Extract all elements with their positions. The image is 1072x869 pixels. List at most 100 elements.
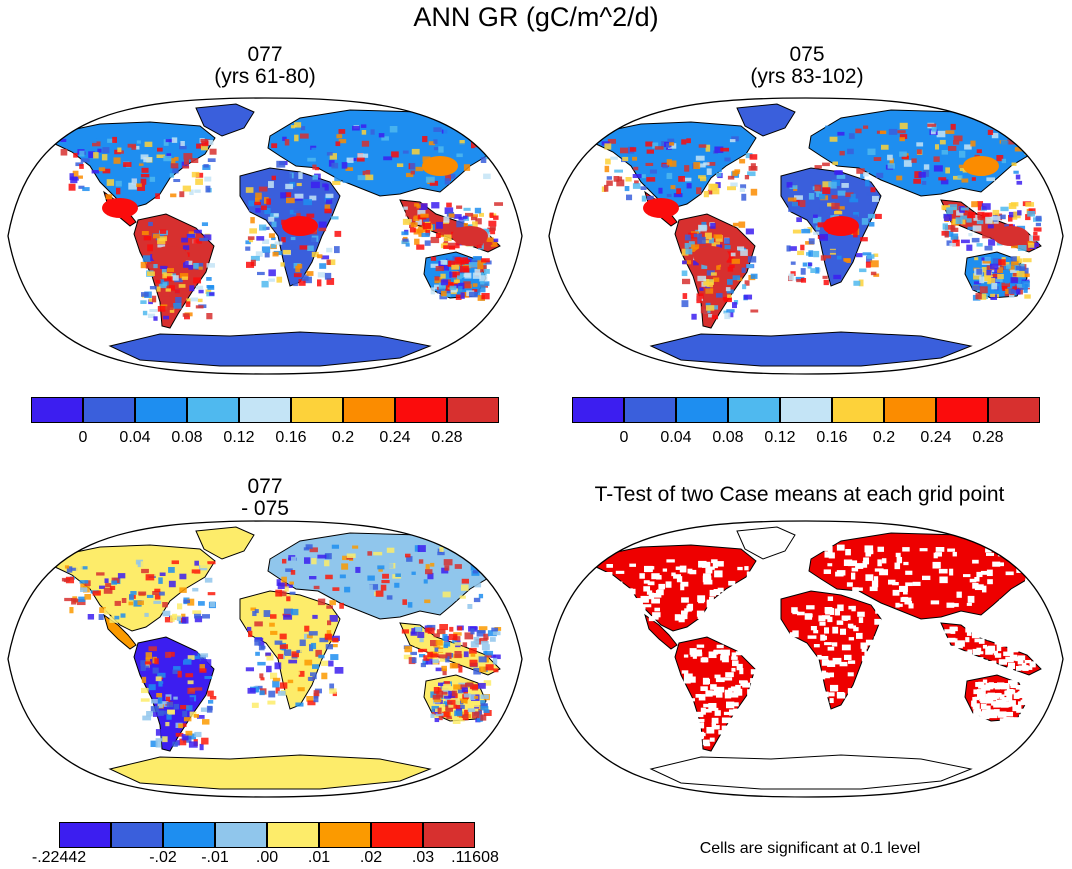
grid-cell	[463, 693, 471, 698]
grid-cell	[822, 162, 830, 167]
grid-cell	[711, 242, 720, 249]
grid-cell	[817, 222, 825, 228]
grid-cell	[102, 147, 110, 154]
grid-cell	[830, 684, 839, 692]
grid-cell	[857, 698, 865, 702]
grid-cell	[158, 577, 163, 584]
grid-cell	[170, 615, 175, 622]
grid-cell	[419, 203, 428, 211]
grid-cell	[684, 673, 693, 680]
grid-cell	[447, 260, 455, 267]
grid-cell	[459, 143, 469, 148]
grid-cell	[308, 676, 314, 682]
grid-cell	[312, 664, 320, 669]
grid-cell	[813, 216, 822, 224]
grid-cell	[680, 581, 689, 587]
grid-cell	[720, 267, 727, 271]
grid-cell	[724, 245, 731, 250]
grid-cell	[454, 564, 462, 569]
grid-cell	[987, 224, 994, 229]
grid-cell	[616, 179, 625, 187]
grid-cell	[168, 567, 175, 573]
grid-cell	[871, 580, 879, 588]
colorbar-tick-label: .00	[255, 849, 279, 866]
grid-cell	[324, 204, 331, 212]
grid-cell	[451, 712, 456, 718]
grid-cell	[306, 634, 313, 639]
grid-cell	[488, 220, 497, 227]
grid-cell	[697, 275, 707, 282]
grid-cell	[710, 223, 716, 229]
grid-cell	[248, 630, 253, 638]
grid-cell	[294, 134, 299, 142]
grid-cell	[317, 254, 323, 259]
grid-cell	[916, 149, 922, 155]
grid-cell	[443, 681, 450, 686]
colorbar-tick-label: 0.2	[872, 429, 896, 446]
grid-cell	[264, 208, 271, 215]
grid-cell	[980, 703, 987, 710]
grid-cell	[493, 654, 501, 660]
grid-cell	[128, 601, 134, 606]
grid-cell	[864, 651, 872, 657]
grid-cell	[899, 137, 905, 142]
grid-cell	[745, 228, 754, 235]
grid-cell	[986, 265, 993, 270]
grid-cell	[245, 187, 254, 193]
grid-cell	[867, 675, 874, 681]
grid-cell	[606, 564, 613, 568]
grid-cell	[945, 225, 954, 230]
grid-cell	[726, 274, 735, 281]
grid-cell	[470, 564, 478, 571]
grid-cell	[175, 653, 181, 658]
grid-cell	[131, 178, 137, 185]
grid-cell	[1001, 285, 1008, 290]
grid-cell	[480, 641, 489, 645]
grid-cell	[168, 580, 176, 588]
grid-cell	[181, 276, 188, 280]
grid-cell	[1013, 170, 1019, 174]
grid-cell	[730, 182, 738, 187]
grid-cell	[174, 289, 180, 294]
grid-cell	[63, 579, 70, 583]
grid-cell	[484, 650, 494, 656]
grid-cell	[276, 607, 282, 612]
grid-cell	[107, 138, 115, 143]
grid-cell	[329, 688, 337, 694]
grid-cell	[454, 710, 463, 717]
grid-cell	[696, 734, 703, 740]
grid-cell	[294, 193, 304, 199]
grid-cell	[375, 590, 384, 597]
grid-cell	[424, 599, 431, 604]
grid-cell	[480, 700, 486, 704]
grid-cell	[996, 699, 1002, 704]
grid-cell	[972, 717, 977, 724]
grid-cell	[469, 550, 477, 557]
grid-cell	[258, 641, 265, 646]
grid-cell	[750, 188, 758, 196]
grid-cell	[693, 652, 703, 657]
grid-cell	[155, 729, 164, 736]
grid-cell	[981, 659, 988, 665]
colorbar-tick-label: 0.2	[331, 429, 355, 446]
grid-cell	[247, 626, 252, 631]
grid-cell	[165, 722, 170, 727]
grid-cell	[741, 719, 748, 724]
grid-cell	[317, 279, 322, 287]
grid-cell	[974, 638, 981, 643]
grid-cell	[982, 644, 988, 649]
grid-cell	[971, 703, 977, 707]
grid-cell	[405, 209, 415, 217]
grid-cell	[713, 589, 721, 596]
grid-cell	[685, 704, 691, 712]
grid-cell	[829, 136, 838, 142]
grid-cell	[79, 580, 89, 584]
grid-cell	[796, 666, 805, 671]
grid-cell	[78, 175, 83, 179]
colorbar-swatch	[728, 397, 780, 423]
grid-cell	[1007, 646, 1013, 653]
grid-cell	[899, 585, 908, 592]
grid-cell	[707, 162, 716, 166]
grid-cell	[1029, 557, 1038, 564]
hotspot	[693, 246, 729, 266]
